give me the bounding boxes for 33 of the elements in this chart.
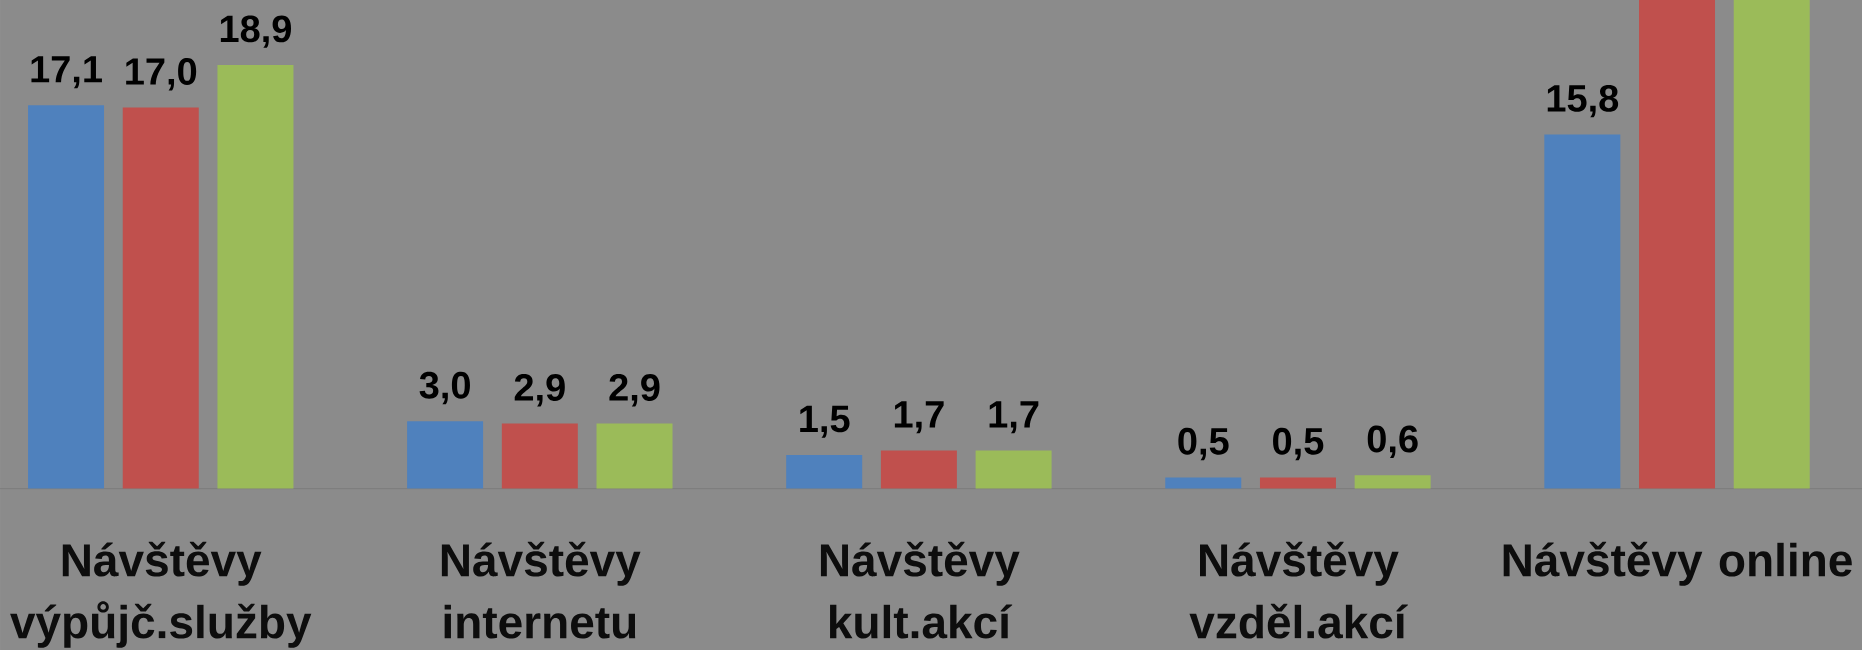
data-label: 17,0	[126, 58, 197, 91]
data-label: 2,9	[514, 374, 565, 407]
bar	[1733, 0, 1810, 489]
bar	[1639, 0, 1716, 489]
data-label: 1,7	[989, 401, 1039, 434]
x-tick-label: Návštěvy internetu	[441, 541, 641, 639]
bar	[122, 107, 199, 489]
bar	[28, 105, 105, 489]
bar	[407, 421, 484, 489]
bar	[217, 64, 294, 489]
data-label: 1,7	[894, 401, 944, 434]
x-tick-label: Návštěvy výpůjč.služby	[10, 541, 312, 648]
x-tick-label: Návštěvy online	[1503, 541, 1852, 586]
data-label: 17,1	[31, 56, 102, 89]
bar	[1544, 134, 1621, 489]
data-label: 1,5	[800, 405, 850, 438]
data-label: 0,5	[1178, 427, 1229, 461]
bar	[501, 423, 578, 489]
data-label: 0,5	[1273, 427, 1324, 461]
data-label: 3,0	[419, 371, 470, 405]
x-tick-label: Návštěvy kult.akcí	[820, 541, 1020, 639]
data-label: 0,6	[1367, 425, 1418, 459]
bar	[786, 454, 863, 489]
x-tick-label: Návštěvy vzděl.akcí	[1189, 541, 1408, 639]
bar	[1165, 477, 1242, 489]
data-label: 15,8	[1547, 84, 1619, 118]
data-label: 18,9	[220, 15, 292, 48]
bar	[1259, 477, 1336, 489]
bar	[596, 423, 673, 489]
bar	[975, 450, 1052, 489]
bar	[1354, 475, 1431, 489]
data-label: 2,9	[609, 374, 660, 407]
bar	[880, 450, 957, 489]
